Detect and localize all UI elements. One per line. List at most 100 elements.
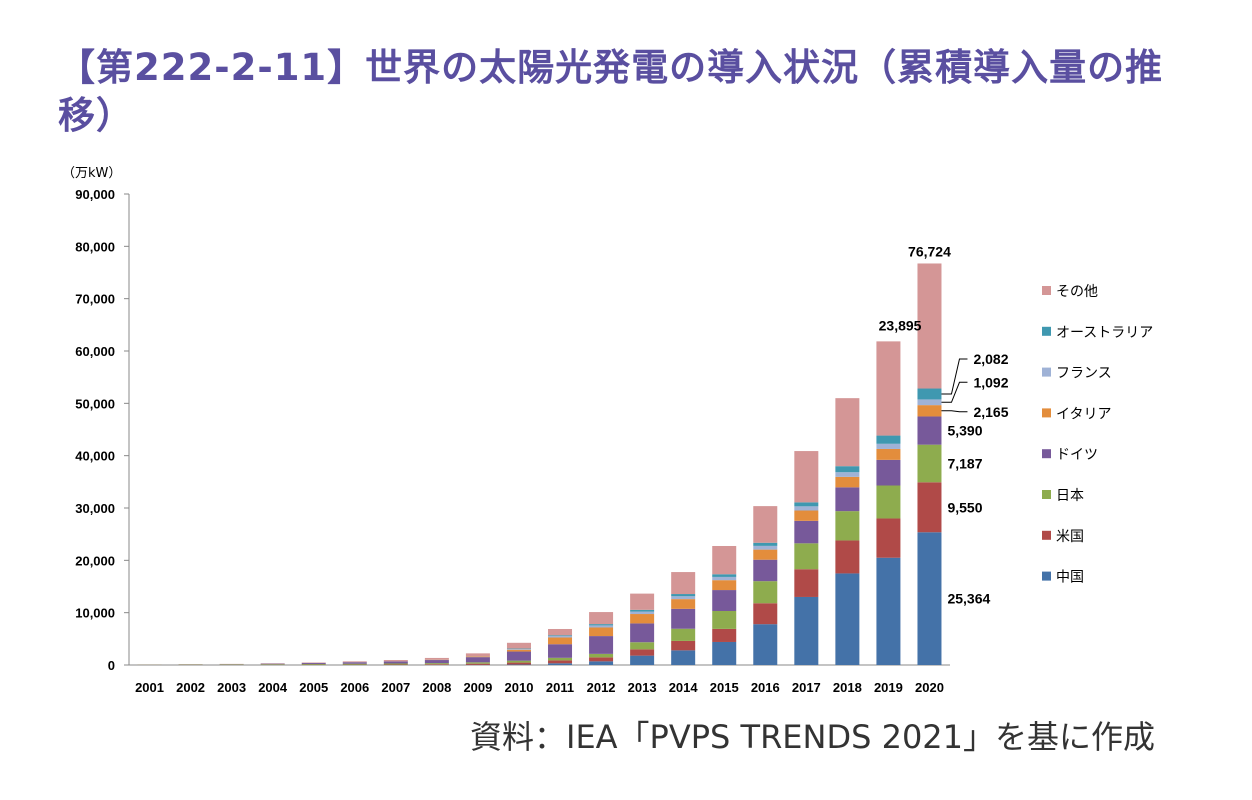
bar-segment-other [506, 642, 531, 649]
x-tick-label: 2019 [874, 680, 903, 695]
bar-segment-italy [465, 656, 490, 658]
bar-segment-germany [630, 623, 655, 643]
bar-stack-2007 [383, 660, 408, 665]
bar-segment-italy [753, 549, 778, 560]
bar-segment-japan [342, 663, 367, 665]
bar-segment-france [835, 472, 860, 477]
y-tick-label: 0 [108, 658, 115, 673]
bar-segment-france [753, 545, 778, 550]
x-tick-label: 2018 [833, 680, 862, 695]
bar-segment-italy [876, 448, 901, 460]
leader-line-australia [941, 358, 968, 395]
bar-segment-italy [712, 580, 737, 591]
bar-stack-2006 [342, 661, 367, 665]
bar-segment-france [712, 576, 737, 581]
x-tick-label: 2020 [915, 680, 944, 695]
bar-segment-italy [835, 476, 860, 488]
y-tick-label: 60,000 [75, 344, 115, 359]
legend-swatch [1042, 367, 1051, 377]
y-tick-label: 70,000 [75, 292, 115, 307]
bar-segment-japan [876, 485, 901, 519]
bar-segment-australia [589, 624, 614, 626]
value-label-usa: 9,550 [947, 499, 982, 515]
bar-stack-2010 [506, 642, 531, 665]
bar-segment-usa [548, 660, 573, 664]
bar-stack-2011 [548, 628, 573, 665]
legend-item-china: 中国 [1042, 570, 1084, 586]
bar-segment-usa [835, 540, 860, 574]
bar-segment-japan [424, 663, 449, 665]
bar-segment-australia [506, 648, 531, 650]
leader-line-italy [941, 410, 968, 413]
bar-segment-usa [424, 664, 449, 665]
bar-segment-germany [424, 660, 449, 664]
y-tick-label: 30,000 [75, 501, 115, 516]
legend-swatch [1042, 326, 1051, 336]
bar-segment-germany [835, 487, 860, 512]
y-tick-label: 40,000 [75, 449, 115, 464]
bar-segment-usa [917, 482, 942, 533]
bar-segment-other [876, 341, 901, 436]
bar-segment-china [753, 624, 778, 665]
bar-segment-australia [917, 388, 942, 400]
y-tick-label: 10,000 [75, 606, 115, 621]
x-tick-label: 2001 [135, 680, 164, 695]
bar-groups [137, 263, 942, 665]
x-tick-label: 2010 [505, 680, 534, 695]
bar-segment-other [548, 628, 573, 636]
bar-segment-japan [260, 664, 285, 665]
bar-segment-other [712, 545, 737, 575]
bar-segment-france [630, 611, 655, 615]
bar-stack-2001 [137, 664, 162, 665]
bar-segment-usa [753, 603, 778, 625]
bar-segment-italy [589, 627, 614, 637]
stacked-bar-chart: （万kW） 90,000 80,000 70,000 60,000 50,000 40,0… [62, 166, 1153, 695]
legend-item-australia: オーストラリア [1042, 325, 1153, 341]
bar-segment-china [548, 663, 573, 665]
bar-segment-italy [548, 637, 573, 645]
legend-swatch [1042, 571, 1051, 581]
bar-stack-2008 [424, 657, 449, 665]
bar-segment-japan [630, 642, 655, 650]
x-tick-label: 2012 [587, 680, 616, 695]
bar-segment-japan [712, 610, 737, 629]
bar-segment-australia [876, 435, 901, 444]
bar-segment-china [630, 655, 655, 665]
bar-segment-usa [465, 663, 490, 665]
bar-segment-italy [917, 405, 942, 417]
bar-segment-italy [671, 599, 696, 609]
bar-segment-other [630, 593, 655, 610]
legend-label: オーストラリア [1056, 325, 1153, 341]
y-axis-ticks: 90,000 80,000 70,000 60,000 50,000 40,000 30,0… [75, 187, 129, 673]
bar-segment-other [465, 653, 490, 657]
x-tick-label: 2017 [792, 680, 821, 695]
legend-label: ドイツ [1056, 447, 1098, 463]
value-annotations: 76,724 23,895 25,364 9,550 7,187 5,390 2,165 1,… [879, 243, 1009, 606]
bar-segment-france [876, 443, 901, 449]
x-tick-label: 2013 [628, 680, 657, 695]
bar-segment-other [753, 506, 778, 543]
legend-item-usa: 米国 [1042, 529, 1084, 545]
bar-stack-2014 [671, 572, 696, 665]
bar-segment-germany [548, 644, 573, 658]
x-tick-label: 2004 [258, 680, 288, 695]
value-label-italy: 2,165 [973, 404, 1008, 420]
bar-stack-2018 [835, 398, 860, 665]
bar-segment-australia [548, 635, 573, 637]
value-label-china: 25,364 [947, 591, 990, 607]
bar-segment-france [671, 596, 696, 600]
bar-segment-japan [917, 444, 942, 483]
legend-swatch [1042, 286, 1051, 295]
bar-segment-japan [383, 663, 408, 665]
bar-segment-china [671, 650, 696, 665]
x-tick-label: 2006 [340, 680, 369, 695]
legend-swatch [1042, 490, 1051, 499]
bar-segment-australia [835, 466, 860, 473]
bar-segment-japan [506, 660, 531, 663]
bar-segment-australia [794, 502, 819, 507]
x-axis-ticks: 2001 2002 2003 2004 2005 2006 2007 2008 2009 2010… [135, 680, 944, 695]
bar-segment-italy [630, 614, 655, 624]
bar-stack-2015 [712, 545, 737, 665]
bar-segment-france [589, 625, 614, 628]
bar-segment-japan [301, 663, 326, 665]
